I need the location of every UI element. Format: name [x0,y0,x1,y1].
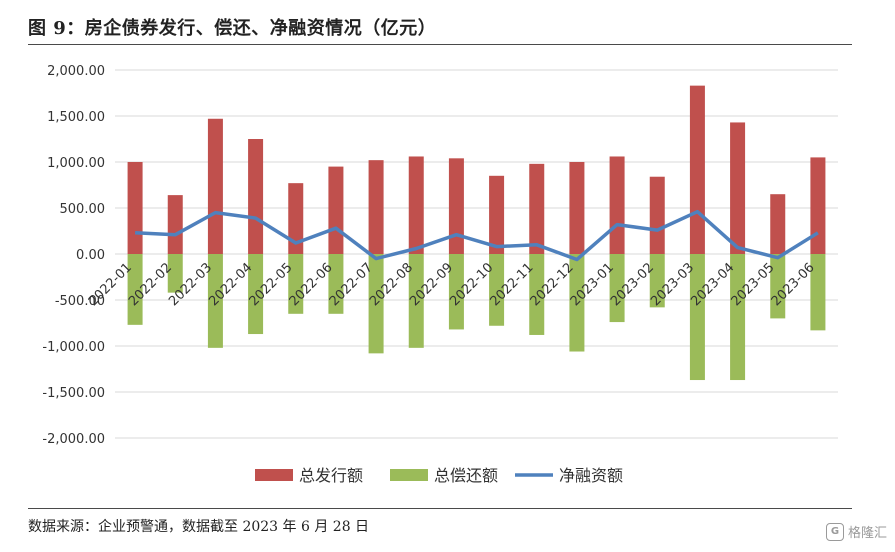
repayment-bar [770,254,786,319]
chart-area: 2,000.00 1,500.00 1,000.00 500.00 0.00 -500.0… [42,64,838,485]
issuance-bar [288,183,304,254]
repayment-bar [810,254,826,331]
y-tick-label: -2,000.00 [42,432,105,447]
issuance-bar [207,118,223,254]
legend-label: 净融资额 [559,466,623,485]
repayment-bar [328,254,344,314]
repayment-bar [448,254,464,330]
repayment-bar [489,254,505,326]
issuance-bar [248,139,264,254]
repayment-bar [609,254,625,323]
y-axis-ticks: 2,000.00 1,500.00 1,000.00 500.00 0.00 -500.0… [42,64,105,447]
y-tick-label: -1,000.00 [42,340,105,355]
issuance-bar [649,176,665,254]
issuance-bar [167,195,183,254]
repayment-bar [248,254,264,335]
repayment-bar [649,254,665,308]
y-tick-label: 500.00 [60,202,106,217]
x-tick-label: 2022-01 [86,260,135,309]
repayment-bar [127,254,143,325]
issuance-bar [408,156,424,254]
y-tick-label: -1,500.00 [42,386,105,401]
title-divider [28,44,852,45]
issuance-bar [810,157,826,254]
issuance-bar [609,156,625,254]
issuance-bar [368,160,384,254]
y-tick-label: 0.00 [76,248,105,263]
issuance-bar [689,85,705,254]
repayment-bar [569,254,585,352]
legend-label: 总偿还额 [434,466,498,485]
bars [127,85,826,381]
issuance-bar [328,166,344,254]
watermark-logo-icon: G [825,522,844,541]
repayment-bar [368,254,384,354]
repayment-bar [529,254,545,335]
y-tick-label: -500.00 [55,294,105,309]
legend: 总发行额 总偿还额 净融资额 [255,466,623,485]
issuance-bar [569,162,585,254]
issuance-bar [127,162,143,254]
legend-swatch [390,469,428,481]
issuance-bar [770,194,786,254]
issuance-bar [529,163,545,254]
repayment-bar [288,254,304,314]
y-tick-label: 2,000.00 [47,64,105,79]
y-tick-label: 1,000.00 [47,156,105,171]
repayment-bar [730,254,746,381]
repayment-bar [408,254,424,348]
watermark: G 格隆汇 [825,522,887,541]
gridlines [115,69,838,439]
issuance-bar [489,175,505,254]
repayment-bar [689,254,705,381]
legend-swatch [255,469,293,481]
repayment-bar [207,254,223,348]
y-tick-label: 1,500.00 [47,110,105,125]
legend-label: 总发行额 [299,466,363,485]
watermark-text: 格隆汇 [847,526,887,541]
chart-title: 图 9：房企债券发行、偿还、净融资情况（亿元） [28,18,437,39]
issuance-bar [448,158,464,254]
issuance-bar [730,122,746,254]
footer-divider [28,508,852,509]
net-financing-line-layer [135,209,819,262]
source-note: 数据来源：企业预警通，数据截至 2023 年 6 月 28 日 [28,519,370,535]
repayment-bar [167,254,183,293]
net-financing-line [135,209,819,262]
